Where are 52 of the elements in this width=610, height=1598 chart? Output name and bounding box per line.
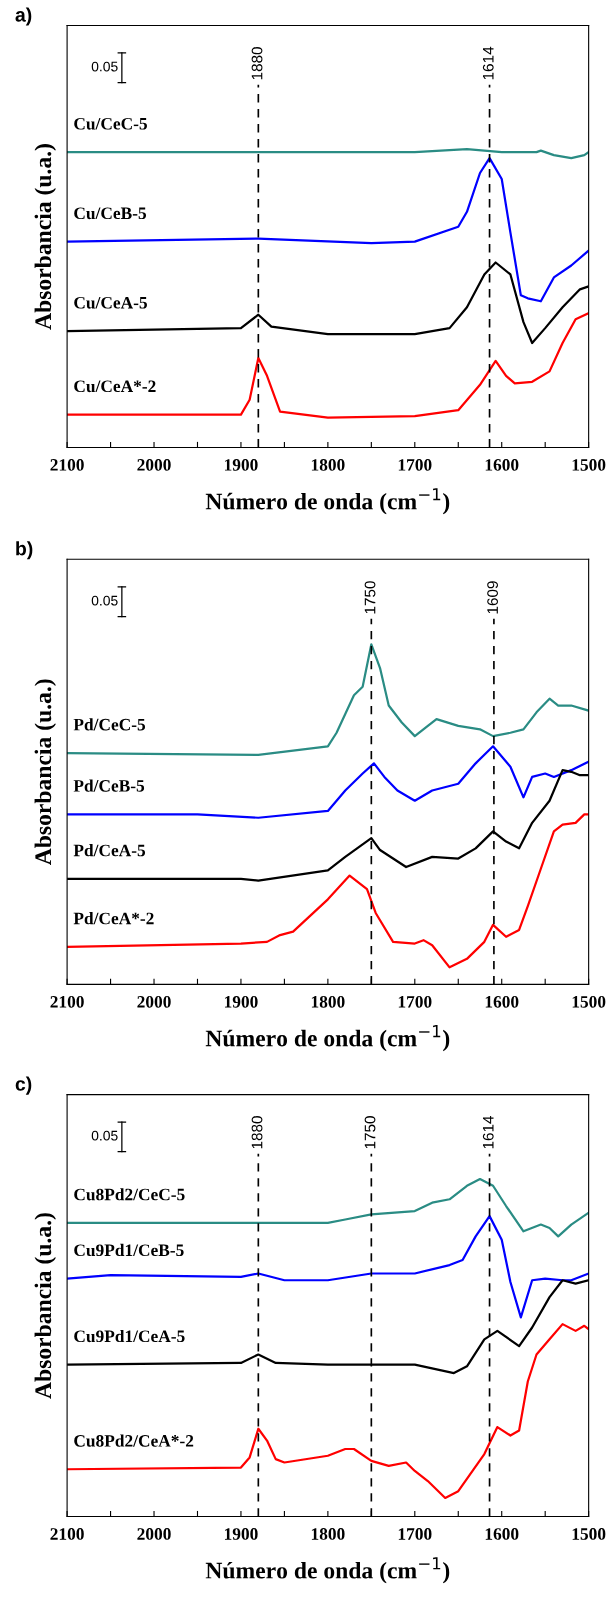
series-label: Pd/CeA-5 xyxy=(73,844,146,857)
x-tick-label: 1900 xyxy=(224,459,258,471)
text: 0.05 xyxy=(91,595,118,606)
x-axis-title: Número de onda (cm$^{−1}$) xyxy=(205,488,450,515)
chart-title: c) xyxy=(15,1076,32,1095)
x-tick-label: 2000 xyxy=(137,995,171,1008)
x-tick-label: 1900 xyxy=(224,1528,258,1540)
series-label: Cu/CeA*-2 xyxy=(74,380,156,393)
y-axis-title: Absorbancia (u.a.) xyxy=(34,1213,56,1399)
ref-line-label: 1880 xyxy=(251,47,263,80)
series-label: Cu/CeA-5 xyxy=(74,296,147,309)
x-axis-title: Número de onda (cm$^{−1}$) xyxy=(205,1557,450,1584)
x-tick-label: 2100 xyxy=(50,995,84,1008)
y-axis-title: Absorbancia (u.a.) xyxy=(34,679,56,866)
x-tick-label: 1700 xyxy=(398,459,432,471)
x-tick-label: 1600 xyxy=(485,995,519,1008)
x-tick-label: 1700 xyxy=(398,1528,432,1540)
series-label: Cu/CeC-5 xyxy=(74,117,147,130)
series-label: Cu8Pd2/CeA*-2 xyxy=(74,1434,194,1447)
series-label: Cu8Pd2/CeC-5 xyxy=(74,1188,185,1201)
y-axis-title: Absorbancia (u.a.) xyxy=(34,144,56,330)
x-tick-label: 2000 xyxy=(137,1528,171,1540)
series-label: Cu9Pd1/CeA-5 xyxy=(74,1329,185,1343)
chart-title: a) xyxy=(15,7,32,26)
text: 0.05 xyxy=(91,1130,118,1141)
ref-line-label: 1750 xyxy=(364,1116,376,1149)
series-label: Pd/CeB-5 xyxy=(73,779,145,792)
ref-line-label: 1614 xyxy=(482,1115,494,1149)
ref-line-label: 1880 xyxy=(251,1116,263,1149)
x-axis-title: Número de onda (cm$^{−1}$) xyxy=(205,1025,450,1052)
x-tick-label: 1500 xyxy=(572,459,606,471)
x-tick-label: 1800 xyxy=(311,1528,345,1540)
x-tick-label: 1500 xyxy=(572,995,606,1008)
series-label: Pd/CeC-5 xyxy=(73,718,146,731)
x-tick-label: 1600 xyxy=(485,459,519,471)
x-tick-label: 2100 xyxy=(50,1528,84,1540)
x-tick-label: 1700 xyxy=(398,995,432,1008)
x-tick-label: 1900 xyxy=(224,995,258,1008)
x-tick-label: 2000 xyxy=(137,459,171,471)
x-tick-label: 1500 xyxy=(572,1528,606,1540)
x-tick-label: 1800 xyxy=(311,459,345,471)
x-tick-label: 1800 xyxy=(311,995,345,1008)
series-label: Cu9Pd1/CeB-5 xyxy=(74,1243,184,1257)
x-tick-label: 2100 xyxy=(50,459,84,471)
ref-line-label: 1609 xyxy=(487,581,498,614)
x-tick-label: 1600 xyxy=(485,1528,519,1540)
chart-title: b) xyxy=(16,541,33,560)
text: 0.05 xyxy=(91,61,118,72)
ref-line-label: 1614 xyxy=(482,46,494,80)
series-label: Cu/CeB-5 xyxy=(74,207,147,220)
series-label: Pd/CeA*-2 xyxy=(73,912,154,925)
ref-line-label: 1750 xyxy=(364,581,376,614)
